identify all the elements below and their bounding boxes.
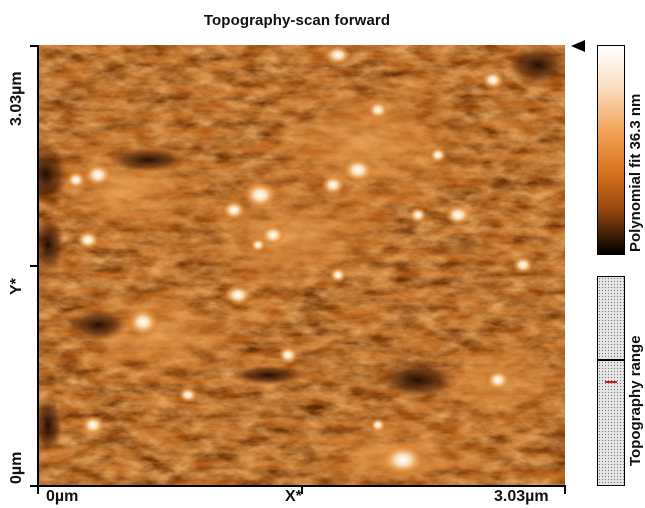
topography-range-bar[interactable] <box>597 276 625 486</box>
range-marker <box>605 381 617 383</box>
y-tick-bottom <box>30 485 38 487</box>
topography-image[interactable] <box>38 45 565 485</box>
height-colorbar <box>597 45 625 255</box>
y-tick-middle <box>30 265 38 267</box>
x-axis-title: X* <box>285 488 302 505</box>
y-axis-start-label: 0µm <box>8 451 25 484</box>
scan-title: Topography-scan forward <box>203 12 391 29</box>
y-axis-end-label: 3.03µm <box>8 71 25 126</box>
x-tick-left <box>37 486 39 494</box>
y-tick-top <box>30 45 38 47</box>
x-tick-middle <box>301 486 303 494</box>
range-divider <box>598 359 624 361</box>
x-tick-right <box>564 486 566 494</box>
topography-texture <box>38 45 565 485</box>
range-label: Topography range <box>627 335 644 466</box>
colorbar-pointer-icon[interactable] <box>571 40 585 52</box>
y-axis-title: Y* <box>8 278 25 295</box>
colorbar-label: Polynomial fit 36.3 nm <box>627 93 644 252</box>
y-axis-line <box>37 45 39 486</box>
x-axis-end-label: 3.03µm <box>494 488 549 505</box>
x-axis-start-label: 0µm <box>46 488 79 505</box>
